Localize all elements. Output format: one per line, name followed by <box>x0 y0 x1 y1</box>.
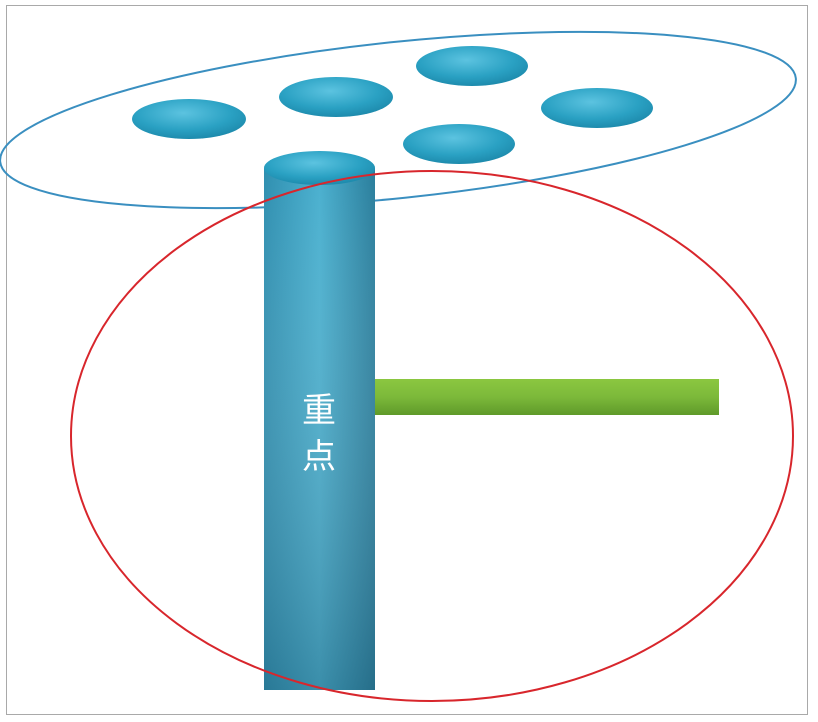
disc-3 <box>416 46 528 86</box>
red-circle <box>70 170 794 702</box>
label-line-2: 点 <box>302 437 336 477</box>
pillar-top <box>264 151 375 185</box>
disc-5 <box>403 124 515 164</box>
outer-ring <box>0 30 797 210</box>
label-line-1: 重 <box>302 391 336 431</box>
disc-4 <box>541 88 653 128</box>
green-bar <box>375 379 719 415</box>
disc-2 <box>279 77 393 117</box>
disc-1 <box>132 99 246 139</box>
pillar-shade <box>264 168 375 690</box>
